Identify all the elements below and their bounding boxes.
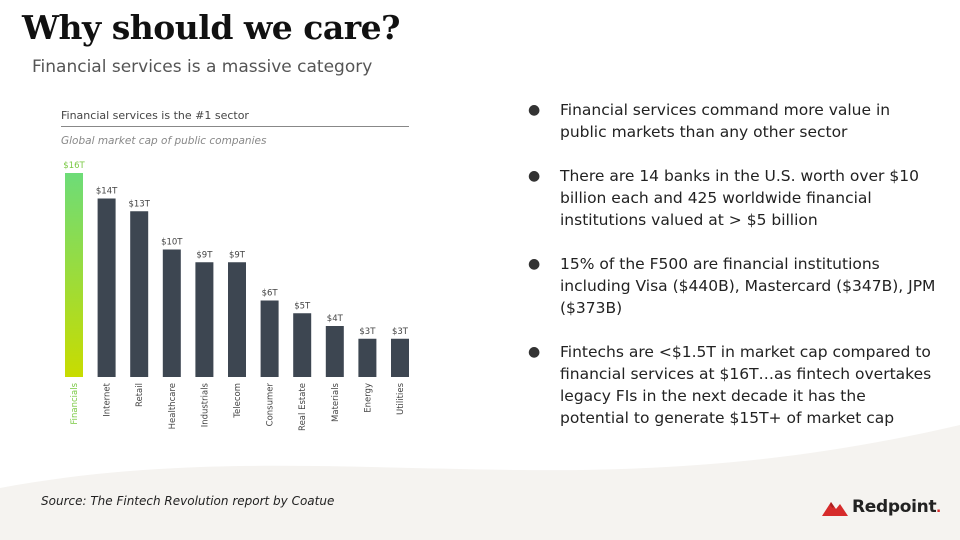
bullet-item: ● Financial services command more value …	[528, 99, 938, 143]
bar-internet	[97, 198, 116, 377]
data-label: $3T	[359, 327, 376, 337]
data-label: $9T	[196, 250, 213, 260]
bar-materials	[325, 326, 344, 377]
category-label: Industrials	[200, 382, 210, 427]
category-label: Internet	[103, 382, 113, 416]
category-label: Real Estate	[298, 383, 308, 431]
bullet-item: ● There are 14 banks in the U.S. worth o…	[528, 165, 938, 231]
data-label: $4T	[327, 314, 344, 324]
redpoint-logo: Redpoint .	[822, 497, 941, 517]
data-label: $9T	[229, 250, 246, 260]
category-label: Energy	[363, 383, 373, 413]
category-label: Telecom	[233, 383, 243, 419]
chart-plot: $16T Financials $14T Internet $13T Retail $10T…	[63, 161, 409, 431]
data-label: $16T	[63, 161, 85, 171]
data-label: $5T	[294, 301, 311, 311]
bar-energy	[358, 338, 377, 377]
bar-real-estate	[293, 313, 312, 377]
category-label: Materials	[331, 382, 341, 422]
bar-utilities	[391, 338, 409, 377]
bullet-item: ● 15% of the F500 are financial institut…	[528, 253, 938, 319]
data-label: $14T	[96, 187, 118, 197]
category-label: Financials	[70, 382, 80, 424]
slide-subtitle: Financial services is a massive category	[32, 57, 373, 77]
bar-healthcare	[162, 249, 181, 377]
category-label: Healthcare	[168, 383, 178, 429]
bullet-marker: ●	[528, 168, 541, 184]
bullet-item: ● Fintechs are <$1.5T in market cap comp…	[528, 341, 938, 429]
bullet-marker: ●	[528, 344, 541, 360]
category-label: Utilities	[396, 382, 406, 415]
chart-title-rule	[61, 126, 409, 127]
bullet-text: There are 14 banks in the U.S. worth ove…	[560, 167, 919, 229]
slide-title: Why should we care?	[22, 8, 400, 47]
bullet-marker: ●	[528, 256, 541, 272]
bullet-text: Financial services command more value in…	[560, 101, 891, 141]
category-label: Retail	[135, 383, 145, 407]
logo-dot: .	[936, 497, 942, 516]
data-label: $13T	[128, 199, 150, 209]
source-citation: Source: The Fintech Revolution report by…	[41, 494, 335, 508]
logo-wordmark: Redpoint	[852, 497, 937, 517]
bullet-list: ● Financial services command more value …	[528, 99, 938, 451]
data-label: $3T	[392, 327, 409, 337]
data-label: $10T	[161, 238, 183, 248]
redpoint-mountain-icon	[822, 502, 848, 516]
bar-industrials	[195, 262, 214, 377]
chart-subtitle: Global market cap of public companies	[61, 135, 267, 147]
category-label: Consumer	[266, 382, 276, 426]
chart-title: Financial services is the #1 sector	[61, 109, 249, 122]
bullet-marker: ●	[528, 102, 541, 118]
bullet-text: Fintechs are <$1.5T in market cap compar…	[560, 343, 932, 427]
bar-chart: Financial services is the #1 sector Glob…	[58, 100, 418, 440]
bar-telecom	[228, 262, 246, 377]
data-label: $6T	[262, 289, 279, 299]
bar-consumer	[260, 300, 279, 377]
bar-financials	[65, 173, 83, 377]
bar-retail	[130, 211, 149, 377]
bullet-text: 15% of the F500 are financial institutio…	[560, 255, 936, 317]
